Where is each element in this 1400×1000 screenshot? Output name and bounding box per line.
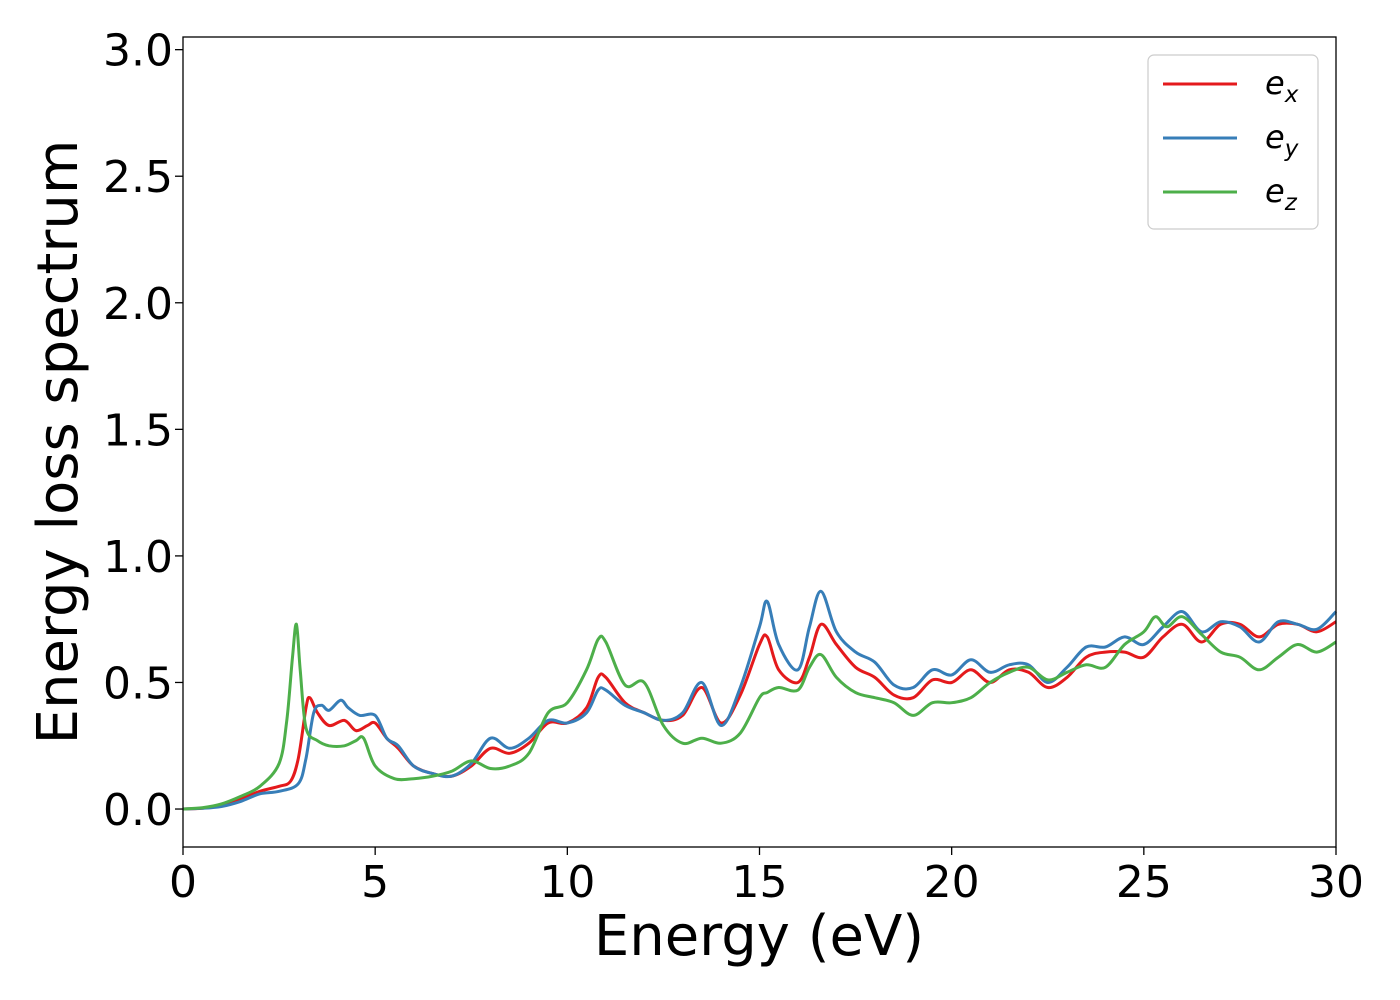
y-tick-label: 1.0 — [103, 532, 173, 583]
y-tick-label: 0.5 — [103, 658, 173, 709]
plot-lines — [182, 589, 1338, 811]
x-tick-label: 10 — [539, 857, 595, 908]
series-line-ez — [182, 615, 1337, 811]
x-tick-label: 20 — [924, 857, 980, 908]
y-tick-label: 1.5 — [103, 405, 173, 456]
y-tick-label: 2.5 — [103, 152, 173, 203]
legend: ex ey ez — [1147, 54, 1319, 230]
x-tick-label: 15 — [732, 857, 788, 908]
x-tick-label: 0 — [169, 857, 197, 908]
y-tick-label: 0.0 — [103, 785, 173, 836]
legend-label-ey: ey — [1265, 118, 1299, 162]
x-axis-title: Energy (eV) — [594, 904, 924, 969]
x-axis: 0 5 10 15 20 25 30 — [169, 847, 1364, 908]
y-tick-label: 2.0 — [103, 279, 173, 330]
legend-box — [1147, 54, 1319, 230]
y-axis: 0.0 0.5 1.0 1.5 2.0 2.5 3.0 — [103, 26, 183, 836]
y-axis-title: Energy loss spectrum — [26, 140, 91, 745]
legend-label-ex: ex — [1265, 64, 1299, 108]
x-tick-label: 5 — [361, 857, 389, 908]
series-line-ey — [182, 589, 1338, 811]
legend-label-ez: ez — [1265, 172, 1298, 216]
x-tick-label: 30 — [1308, 857, 1364, 908]
x-tick-label: 25 — [1116, 857, 1172, 908]
y-tick-label: 3.0 — [103, 26, 173, 77]
